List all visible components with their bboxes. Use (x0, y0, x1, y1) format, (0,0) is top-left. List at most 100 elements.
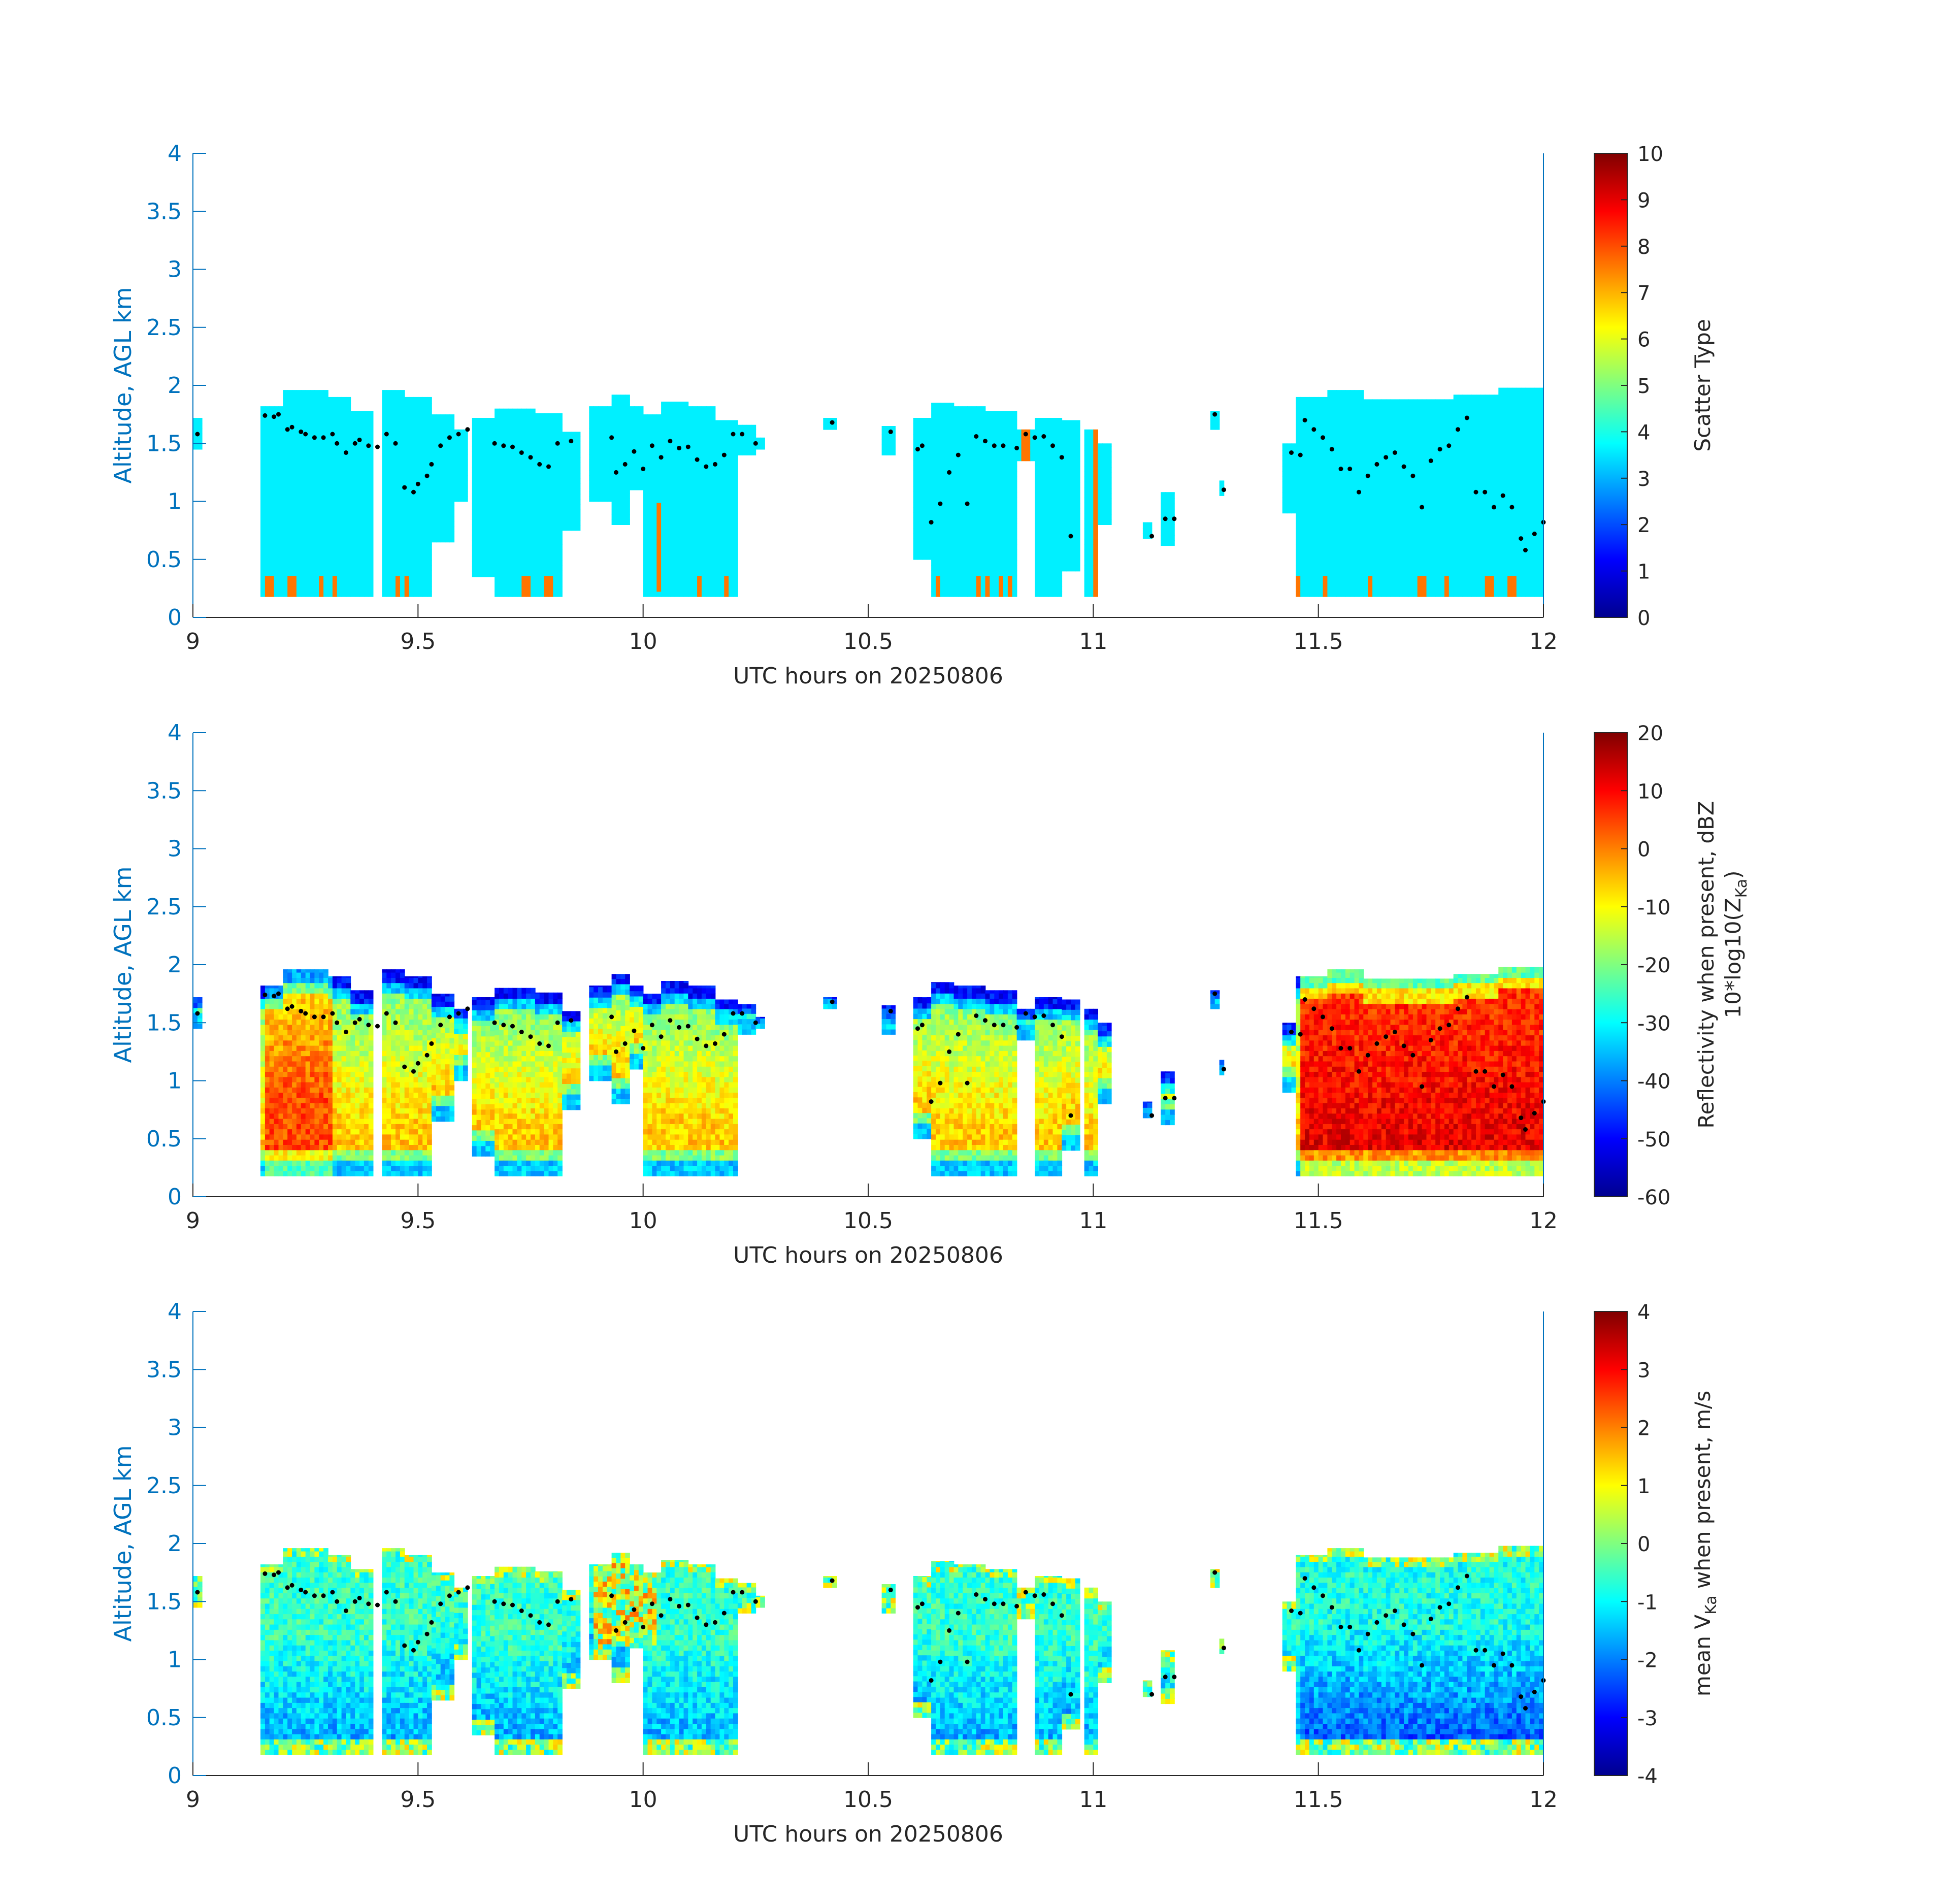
heatmap-cell (913, 434, 918, 440)
heatmap-cell (971, 429, 977, 435)
heatmap-cell (963, 435, 968, 441)
heatmap-cell (927, 439, 932, 445)
heatmap-cell (301, 544, 306, 550)
heatmap-cell (346, 581, 351, 587)
heatmap-cell (674, 492, 680, 498)
heatmap-cell (1026, 440, 1031, 446)
heatmap-cell (449, 432, 455, 438)
heatmap-cell (1003, 414, 1008, 420)
heatmap-cell (994, 424, 999, 430)
heatmap-cell (508, 518, 513, 524)
heatmap-cell (1296, 570, 1301, 576)
heatmap-cell (724, 544, 729, 550)
heatmap-cell (499, 529, 504, 535)
heatmap-cell (719, 534, 725, 540)
heatmap-cell (1057, 544, 1063, 550)
heatmap-cell (949, 518, 954, 524)
heatmap-cell (729, 481, 734, 487)
heatmap-cell (305, 513, 311, 519)
heatmap-cell (1296, 575, 1301, 581)
heatmap-cell (931, 575, 936, 581)
heatmap-cell (269, 455, 275, 462)
heatmap-cell (701, 565, 707, 571)
heatmap-cell (706, 591, 711, 597)
heatmap-cell (503, 497, 509, 503)
heatmap-cell (1309, 549, 1314, 555)
heatmap-cell (332, 486, 338, 493)
heatmap-cell (1093, 523, 1098, 529)
heatmap-cell (521, 575, 526, 581)
heatmap-cell (337, 466, 342, 472)
heatmap-cell (368, 471, 374, 477)
heatmap-cell (310, 570, 315, 576)
heatmap-cell (1313, 466, 1319, 472)
heatmap-cell (512, 414, 518, 420)
heatmap-cell (535, 560, 540, 566)
heatmap-cell (368, 560, 374, 566)
heatmap-cell (278, 450, 284, 456)
heatmap-cell (1043, 575, 1049, 581)
heatmap-cell (1305, 419, 1310, 425)
heatmap-cell (409, 529, 414, 535)
heatmap-cell (535, 586, 540, 592)
heatmap-cell (643, 560, 648, 566)
heatmap-cell (693, 544, 698, 550)
heatmap-cell (283, 518, 288, 524)
heatmap-cell (634, 484, 639, 490)
heatmap-cell (512, 481, 518, 487)
heatmap-cell (1089, 476, 1094, 482)
heatmap-cell (413, 429, 419, 435)
heatmap-cell (409, 461, 414, 467)
heatmap-cell (265, 575, 270, 581)
heatmap-cell (990, 419, 995, 425)
heatmap-cell (706, 529, 711, 535)
heatmap-cell (940, 544, 945, 550)
heatmap-cell (958, 414, 963, 420)
heatmap-cell (1052, 586, 1058, 592)
heatmap-cell (445, 474, 450, 480)
heatmap-cell (1039, 471, 1044, 477)
heatmap-cell (319, 591, 324, 597)
heatmap-cell (917, 512, 923, 518)
heatmap-cell (499, 591, 504, 597)
heatmap-cell (409, 471, 414, 477)
heatmap-cell (490, 446, 495, 452)
heatmap-cell (526, 435, 531, 441)
heatmap-cell (688, 492, 693, 498)
heatmap-cell (355, 414, 360, 420)
heatmap-cell (296, 486, 302, 493)
heatmap-cell (598, 465, 603, 471)
heatmap-cell (936, 549, 941, 555)
heatmap-cell (575, 488, 581, 495)
heatmap-cell (751, 449, 756, 455)
heatmap-cell (521, 508, 526, 514)
heatmap-cell (539, 413, 545, 414)
heatmap-cell (683, 575, 689, 581)
heatmap-cell (292, 539, 297, 545)
heatmap-cell (476, 530, 482, 536)
heatmap-cell (715, 565, 720, 571)
heatmap-cell (994, 481, 999, 487)
heatmap-cell (404, 502, 410, 508)
heatmap-cell (927, 444, 932, 450)
heatmap-cell (751, 424, 756, 430)
heatmap-cell (1039, 419, 1044, 425)
heatmap-cell (999, 523, 1004, 529)
heatmap-cell (652, 575, 657, 581)
heatmap-cell (638, 458, 644, 465)
heatmap-cell (666, 575, 671, 581)
heatmap-cell (1089, 554, 1094, 561)
heatmap-cell (931, 565, 936, 571)
heatmap-cell (1039, 466, 1044, 472)
heatmap-cell (688, 581, 693, 587)
heatmap-cell (719, 508, 725, 514)
heatmap-cell (963, 560, 968, 566)
heatmap-cell (544, 586, 549, 592)
heatmap-cell (1043, 455, 1049, 462)
heatmap-cell (607, 449, 612, 455)
heatmap-cell (283, 419, 288, 425)
heatmap-cell (931, 414, 936, 420)
heatmap-cell (616, 472, 621, 478)
heatmap-cell (971, 586, 977, 592)
heatmap-cell (301, 461, 306, 467)
